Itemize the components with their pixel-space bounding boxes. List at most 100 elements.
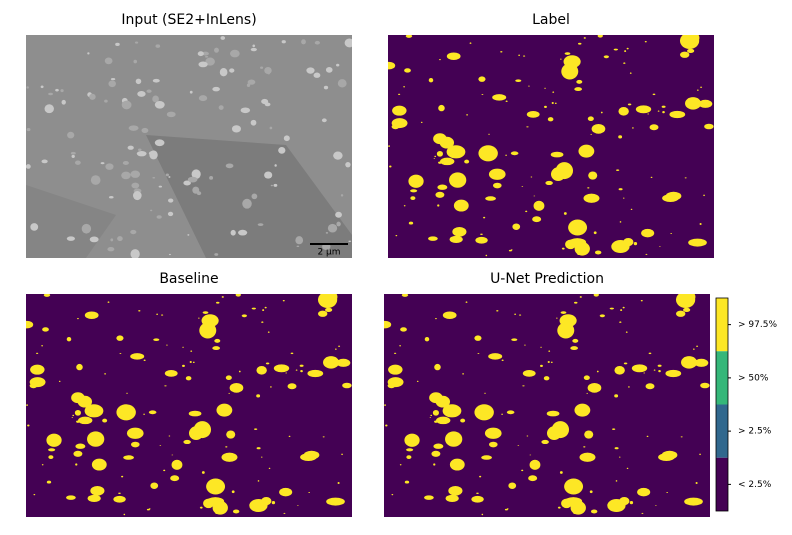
particle	[185, 376, 192, 381]
particle	[515, 79, 522, 82]
particle	[401, 294, 409, 297]
particle	[560, 311, 567, 314]
particle	[198, 61, 208, 68]
particle	[484, 392, 486, 394]
particle	[91, 458, 107, 471]
particle	[438, 104, 445, 112]
particle	[620, 309, 623, 311]
particle	[504, 508, 508, 511]
particle	[568, 238, 587, 247]
particle	[613, 48, 618, 51]
particle	[469, 42, 472, 44]
particle	[262, 309, 265, 311]
particle	[282, 300, 285, 302]
particle	[525, 210, 528, 213]
particle	[323, 85, 329, 90]
particle	[238, 229, 248, 236]
particle	[130, 249, 140, 258]
particle	[508, 249, 512, 252]
particle	[152, 95, 159, 103]
particle	[526, 110, 540, 118]
particle	[90, 485, 105, 496]
particle	[588, 171, 598, 180]
particle	[335, 211, 342, 218]
particle	[42, 327, 49, 332]
particle	[60, 89, 64, 93]
particle	[188, 410, 202, 417]
particle	[440, 157, 455, 166]
particle	[669, 110, 686, 119]
particle	[434, 363, 441, 371]
particle	[666, 491, 669, 493]
particle	[250, 47, 257, 52]
particle	[616, 502, 619, 504]
particle	[551, 101, 554, 104]
particle	[150, 209, 153, 212]
particle	[274, 164, 277, 167]
particle	[212, 346, 220, 351]
particle	[325, 232, 329, 234]
particle	[308, 491, 311, 493]
particle	[406, 455, 412, 460]
panel-image	[26, 294, 352, 517]
particle	[474, 335, 482, 341]
particle	[596, 370, 599, 373]
particle	[44, 104, 54, 114]
particle	[242, 198, 252, 209]
particle	[628, 386, 630, 388]
particle	[327, 223, 338, 233]
particle	[321, 118, 327, 123]
panel-image	[26, 35, 352, 258]
particle	[488, 441, 498, 448]
particle	[230, 229, 236, 236]
particle	[214, 338, 221, 343]
particle	[340, 194, 344, 197]
particle	[700, 382, 710, 389]
particle	[593, 294, 599, 297]
particle	[193, 421, 212, 439]
particle	[578, 144, 595, 158]
particle	[136, 151, 147, 157]
particle	[410, 196, 416, 201]
particle	[529, 454, 532, 456]
particle	[322, 436, 325, 438]
particle	[449, 172, 467, 188]
particle	[564, 497, 583, 506]
particle	[126, 392, 128, 394]
particle	[532, 216, 542, 223]
particle	[141, 127, 149, 133]
particle	[258, 502, 261, 504]
particle	[171, 454, 174, 456]
particle	[552, 91, 555, 93]
particle	[618, 188, 623, 191]
particle	[192, 361, 195, 363]
particle	[476, 492, 479, 494]
particle	[205, 57, 215, 66]
particle	[649, 124, 659, 131]
particle	[108, 80, 116, 88]
particle	[26, 86, 29, 89]
particle	[107, 246, 115, 252]
particle	[700, 86, 703, 88]
particle	[488, 133, 490, 135]
particle	[385, 424, 388, 427]
particle	[541, 439, 549, 445]
particle	[630, 208, 633, 211]
particle	[405, 35, 413, 38]
particle	[221, 296, 224, 298]
particle	[612, 428, 616, 430]
particle	[119, 353, 122, 355]
particle	[108, 195, 114, 199]
particle	[619, 221, 622, 223]
particle	[41, 464, 44, 466]
particle	[453, 199, 469, 212]
particle	[117, 236, 123, 242]
particle	[335, 348, 337, 350]
particle	[683, 35, 700, 45]
particle	[645, 383, 655, 390]
particle	[84, 311, 99, 319]
particle	[446, 52, 461, 60]
particle	[442, 311, 457, 319]
particle	[273, 183, 278, 187]
particle	[437, 184, 448, 190]
